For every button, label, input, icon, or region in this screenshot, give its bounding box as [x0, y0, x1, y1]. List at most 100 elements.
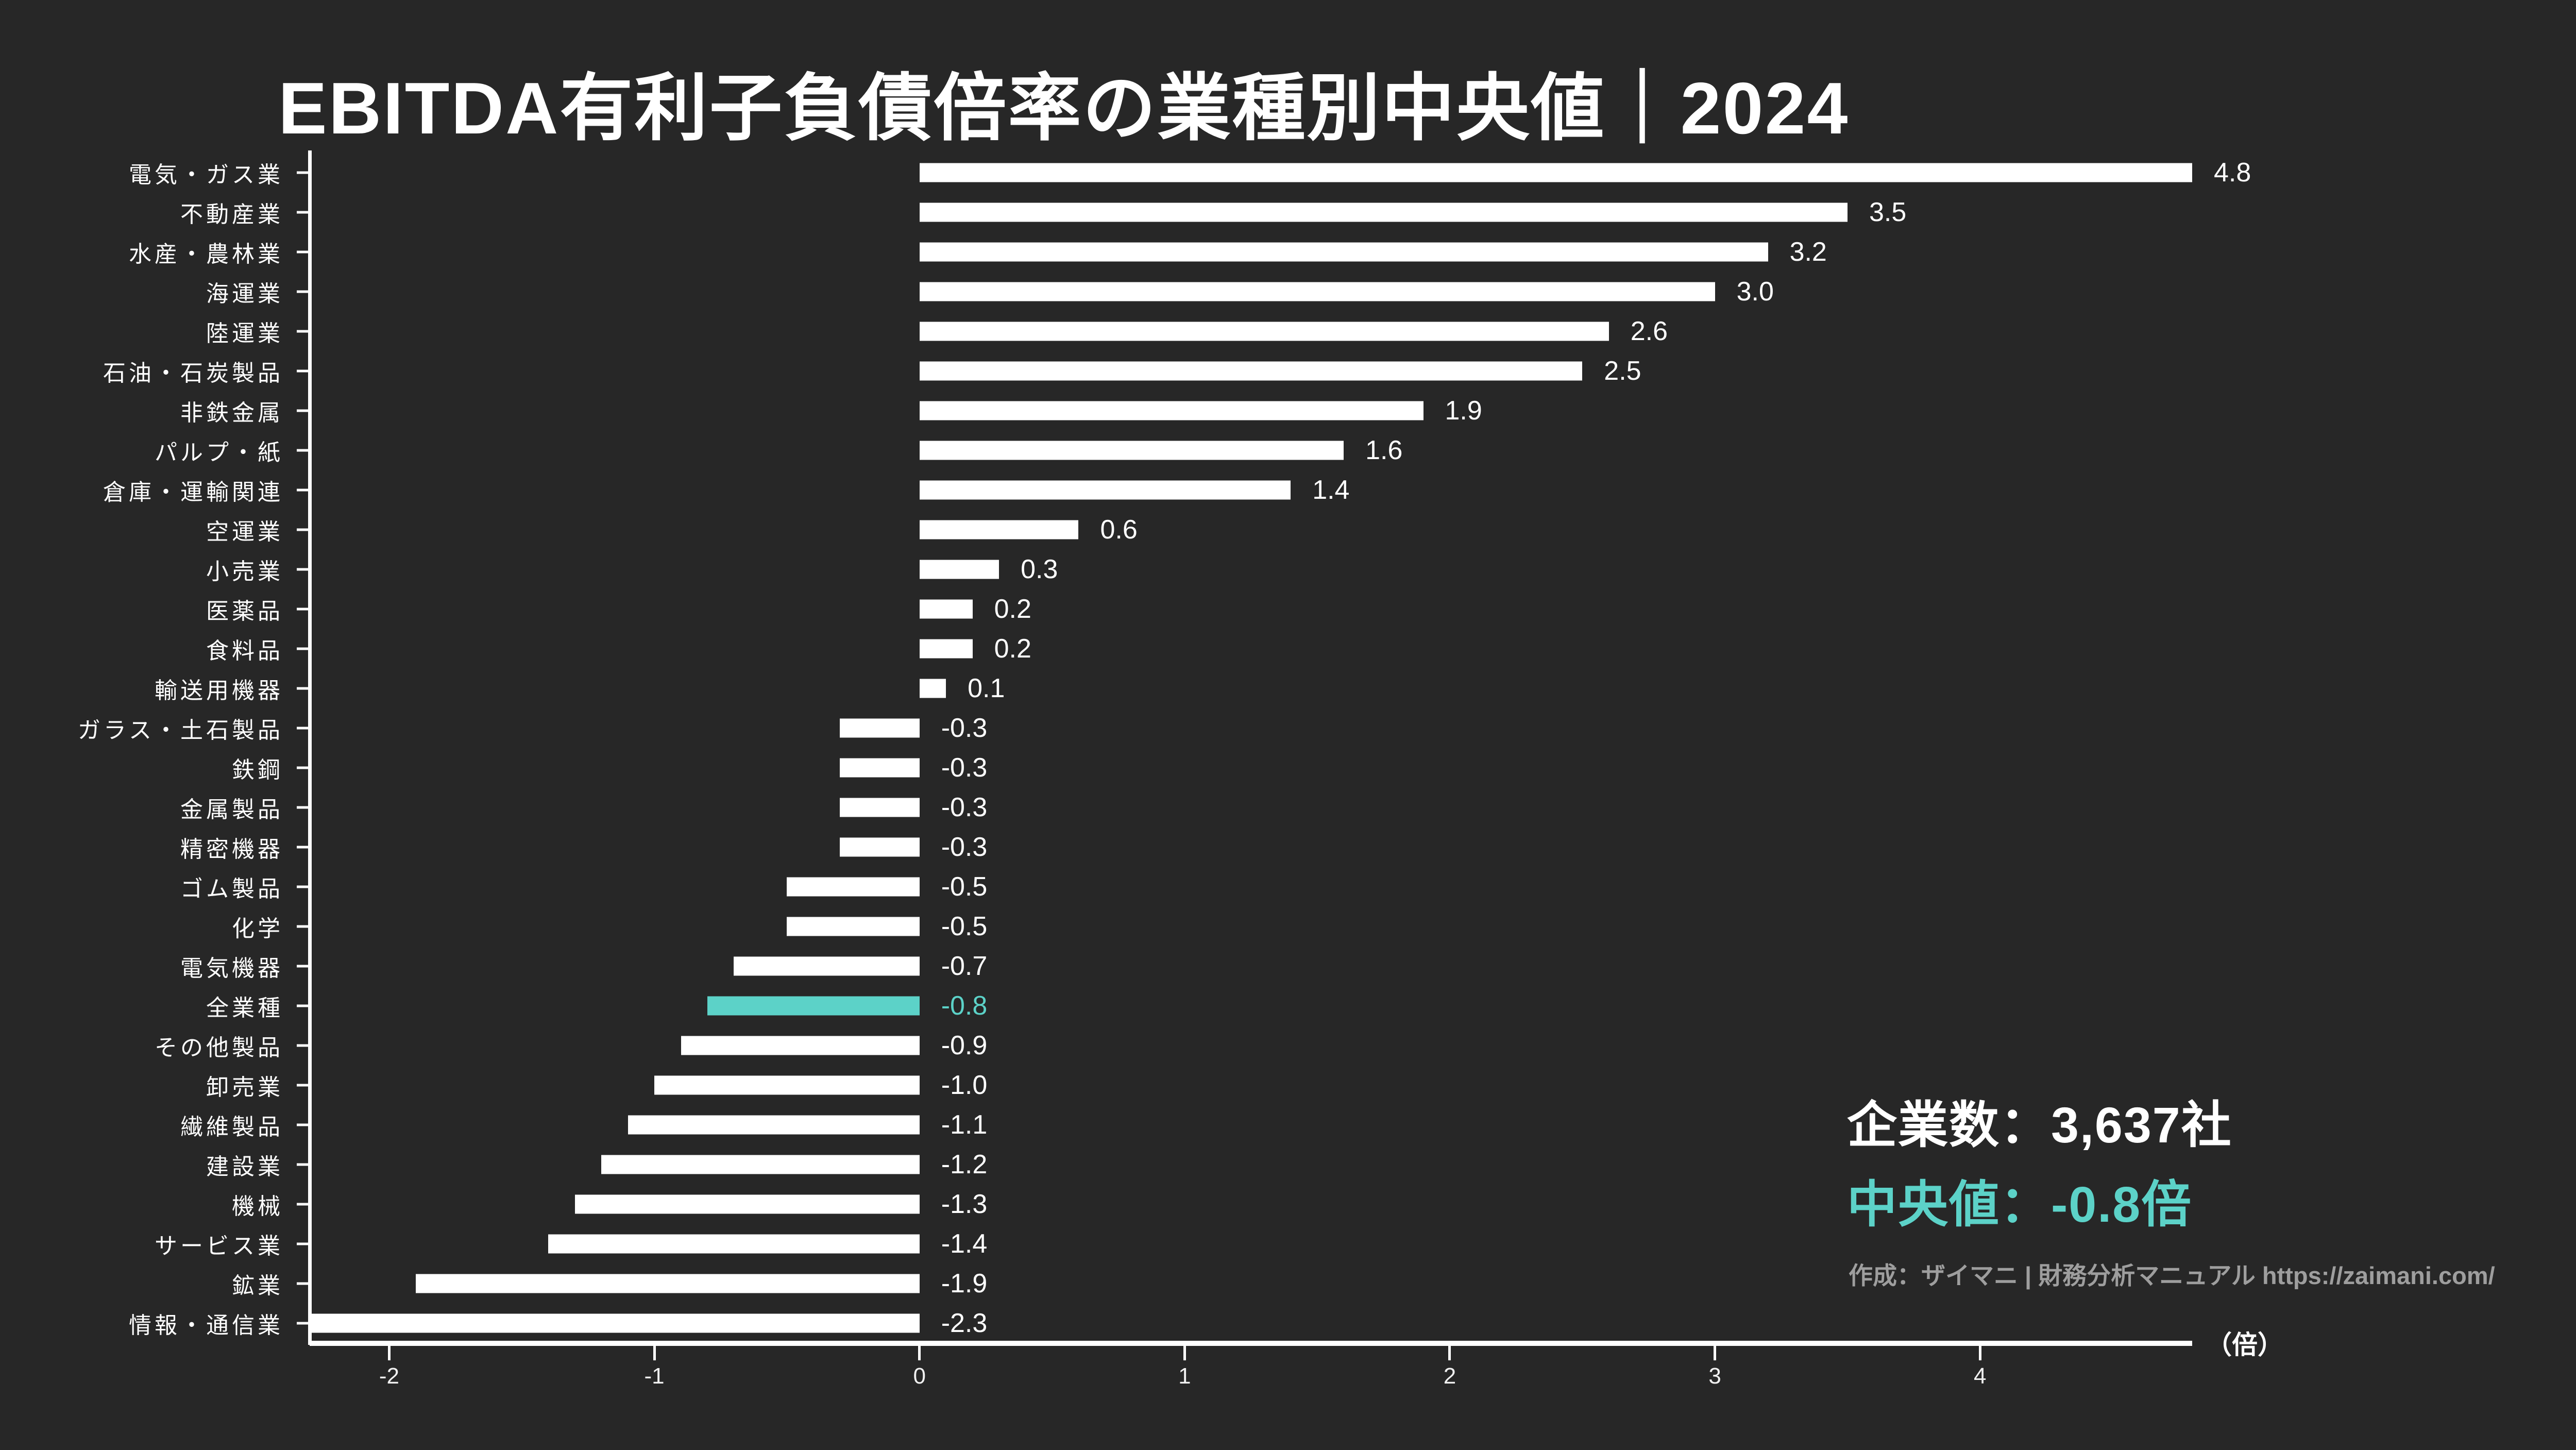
category-label: 輸送用機器: [155, 678, 283, 703]
value-label: -0.3: [941, 753, 988, 783]
value-label: -1.9: [941, 1269, 988, 1299]
median-stat: 中央値：-0.8倍: [1847, 1176, 2193, 1233]
bar: [734, 956, 920, 976]
credit-line: 作成：ザイマニ | 財務分析マニュアル https://zaimani.com/: [1849, 1262, 2495, 1289]
bar-row: 情報・通信業 -2.3: [0, 1304, 2576, 1343]
bar-row: 全業種 -0.8: [0, 986, 2576, 1026]
bar: [919, 401, 1423, 420]
x-tick-mark: [1183, 1346, 1186, 1360]
value-label: -0.3: [941, 832, 988, 863]
bar-row: 海運業 3.0: [0, 272, 2576, 311]
y-tick-mark: [297, 369, 310, 373]
value-label: 0.2: [994, 594, 1031, 624]
bar: [548, 1234, 920, 1254]
bar-row: 空運業 0.6: [0, 510, 2576, 549]
bar-row: サービス業 -1.4: [0, 1224, 2576, 1264]
y-tick-mark: [297, 608, 310, 611]
x-tick-label: 3: [1708, 1363, 1721, 1389]
category-label: 電気・ガス業: [129, 162, 283, 188]
category-label: パルプ・紙: [155, 440, 283, 465]
bar: [681, 1036, 920, 1055]
category-label: 情報・通信業: [129, 1313, 283, 1339]
bar-row: 電気・ガス業 4.8: [0, 153, 2576, 192]
value-label: 4.8: [2214, 157, 2251, 188]
x-tick-mark: [387, 1346, 391, 1360]
y-tick-mark: [297, 330, 310, 333]
bar: [919, 599, 973, 619]
value-label: -0.7: [941, 951, 988, 982]
value-label: 3.5: [1869, 197, 1907, 227]
bar: [919, 679, 946, 698]
category-label: その他製品: [155, 1035, 283, 1061]
category-label: 全業種: [206, 996, 283, 1021]
bar: [787, 877, 920, 897]
y-tick-mark: [297, 806, 310, 809]
bar-row: 輸送用機器 0.1: [0, 668, 2576, 708]
y-tick-mark: [297, 727, 310, 730]
y-tick-mark: [297, 250, 310, 254]
y-tick-mark: [297, 846, 310, 849]
category-label: 倉庫・運輸関連: [103, 479, 283, 505]
category-label: 医薬品: [206, 598, 283, 624]
category-label: 食料品: [206, 638, 283, 664]
y-tick-mark: [297, 687, 310, 690]
bar: [919, 520, 1079, 539]
value-label: 1.4: [1312, 475, 1350, 505]
bar-row: 精密機器 -0.3: [0, 828, 2576, 867]
x-tick-label: 1: [1178, 1363, 1191, 1389]
bar: [919, 639, 973, 659]
bar: [919, 282, 1715, 301]
y-tick-mark: [297, 409, 310, 412]
y-tick-mark: [297, 488, 310, 492]
value-label: 1.9: [1445, 395, 1482, 426]
x-tick-mark: [918, 1346, 921, 1360]
y-tick-mark: [297, 171, 310, 174]
bar: [654, 1075, 920, 1095]
bar-row: 建設業 -1.2: [0, 1145, 2576, 1185]
category-label: 建設業: [206, 1154, 283, 1180]
category-label: 小売業: [206, 559, 283, 584]
bars-area: 電気・ガス業 4.8 不動産業 3.5 水産・農林業 3.2 海運業 3.0 陸運業 2.6 石油・…: [0, 153, 2576, 1343]
y-tick-mark: [297, 1084, 310, 1087]
y-tick-mark: [297, 1123, 310, 1126]
bar-row: 小売業 0.3: [0, 549, 2576, 589]
category-label: 電気機器: [180, 956, 283, 982]
bar: [919, 322, 1609, 341]
y-tick-mark: [297, 1242, 310, 1245]
bar: [628, 1115, 920, 1135]
y-tick-mark: [297, 1163, 310, 1166]
bar-row: 鉄鋼 -0.3: [0, 748, 2576, 788]
x-tick-label: -1: [644, 1363, 665, 1389]
category-label: 卸売業: [206, 1075, 283, 1101]
bar: [787, 917, 920, 936]
bar: [919, 163, 2192, 182]
bar-row: パルプ・紙 1.6: [0, 430, 2576, 470]
value-label: -1.1: [941, 1110, 988, 1140]
value-label: -1.0: [941, 1070, 988, 1101]
category-label: 海運業: [206, 281, 283, 307]
value-label: -0.5: [941, 912, 988, 942]
category-label: 金属製品: [180, 797, 283, 823]
bar-row: 食料品 0.2: [0, 629, 2576, 668]
bar: [840, 758, 920, 778]
category-label: ゴム製品: [180, 876, 283, 902]
category-label: 陸運業: [206, 321, 283, 346]
bar-row: 石油・石炭製品 2.5: [0, 351, 2576, 391]
category-label: 化学: [232, 916, 283, 942]
x-tick-mark: [1978, 1346, 1981, 1360]
bar-row: 繊維製品 -1.1: [0, 1105, 2576, 1145]
company-count-stat: 企業数：3,637社: [1847, 1097, 2232, 1153]
value-label: -0.9: [941, 1031, 988, 1061]
value-label: 0.3: [1021, 554, 1058, 584]
y-tick-mark: [297, 290, 310, 293]
value-label: 0.6: [1100, 514, 1138, 545]
bar-row: 鉱業 -1.9: [0, 1264, 2576, 1304]
x-tick-mark: [1714, 1346, 1717, 1360]
x-tick-label: 2: [1443, 1363, 1456, 1389]
value-label: 2.6: [1630, 316, 1668, 346]
value-label: 2.5: [1604, 356, 1641, 386]
y-tick-mark: [297, 885, 310, 888]
y-tick-mark: [297, 1282, 310, 1285]
category-label: 水産・農林業: [129, 241, 283, 267]
category-label: 不動産業: [180, 201, 283, 227]
